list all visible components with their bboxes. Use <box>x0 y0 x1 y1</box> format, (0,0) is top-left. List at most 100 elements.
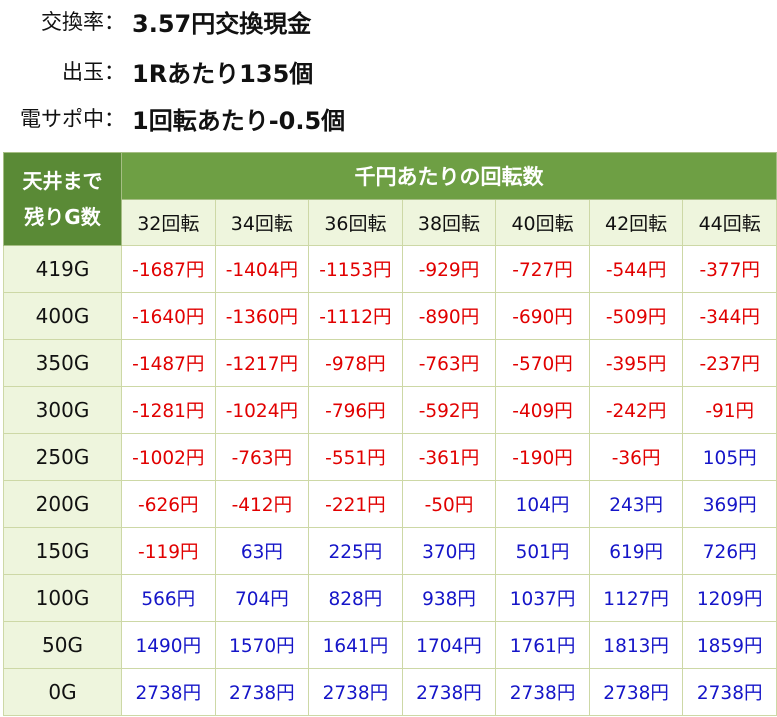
column-header-spins: 40回転 <box>495 199 590 246</box>
expected-value-cell: -377円 <box>682 245 777 293</box>
expected-value-cell: -592円 <box>401 386 497 434</box>
table-row: 250G -1002円 -763円 -551円 -361円 -190円 -36円 105円 <box>3 433 777 481</box>
expected-value-cell: 2738円 <box>401 668 497 716</box>
expected-value-cell: -1153円 <box>308 245 403 293</box>
expected-value-cell: 2738円 <box>588 668 684 716</box>
table-row: 50G 1490円 1570円 1641円 1704円 1761円 1813円 1859円 <box>3 621 777 669</box>
expected-value-cell: 1490円 <box>121 621 216 669</box>
expected-value-cell: -1217円 <box>214 339 310 387</box>
expected-value-cell: 104円 <box>495 480 590 528</box>
row-header-remaining-games: 0G <box>3 668 122 716</box>
expected-value-cell: 225円 <box>308 527 403 575</box>
table-row: 0G 2738円 2738円 2738円 2738円 2738円 2738円 2738円 <box>3 668 777 716</box>
expected-value-cell: 1127円 <box>588 574 684 622</box>
expected-value-cell: 1859円 <box>682 621 777 669</box>
expected-value-cell: -361円 <box>401 433 497 481</box>
expected-value-cell: 1761円 <box>495 621 590 669</box>
table-row: 400G -1640円 -1360円 -1112円 -890円 -690円 -509円 -34… <box>3 292 777 340</box>
exchange-rate-label: 交換率： <box>41 10 125 34</box>
spins-per-1000yen-header: 千円あたりの回転数 <box>121 152 777 200</box>
table-row: 100G 566円 704円 828円 938円 1037円 1127円 1209円 <box>3 574 777 622</box>
row-header-remaining-games: 250G <box>3 433 122 481</box>
expected-value-cell: -1360円 <box>214 292 310 340</box>
info-row-exchange-rate: 交換率： 3.57円交換現金 <box>0 0 777 46</box>
expected-value-cell: 2738円 <box>495 668 590 716</box>
expected-value-cell: -242円 <box>588 386 684 434</box>
table-row: 419G -1687円 -1404円 -1153円 -929円 -727円 -544円 -37… <box>3 245 777 293</box>
expected-value-cell: -412円 <box>214 480 310 528</box>
column-header-spins: 32回転 <box>121 199 216 246</box>
expected-value-cell: 1209円 <box>682 574 777 622</box>
expected-value-cell: -727円 <box>495 245 590 293</box>
column-header-spins: 38回転 <box>401 199 497 246</box>
expected-value-cell: -1281円 <box>121 386 216 434</box>
corner-header: 天井まで 残りG数 <box>3 152 122 246</box>
expected-value-cell: -50円 <box>401 480 497 528</box>
column-header-spins: 36回転 <box>308 199 403 246</box>
expected-value-cell: -890円 <box>401 292 497 340</box>
expected-value-cell: -409円 <box>495 386 590 434</box>
expected-value-cell: 938円 <box>401 574 497 622</box>
expected-value-cell: -1487円 <box>121 339 216 387</box>
corner-header-line2: 残りG数 <box>24 205 101 229</box>
expected-value-cell: 369円 <box>682 480 777 528</box>
expected-value-cell: -190円 <box>495 433 590 481</box>
expected-value-cell: 1037円 <box>495 574 590 622</box>
expected-value-cell: -237円 <box>682 339 777 387</box>
table-row: 150G -119円 63円 225円 370円 501円 619円 726円 <box>3 527 777 575</box>
expected-value-table: 天井まで 残りG数 千円あたりの回転数 32回転 34回転 36回転 38回転 40回転… <box>3 152 777 716</box>
expected-value-cell: -551円 <box>308 433 403 481</box>
expected-value-cell: 1704円 <box>401 621 497 669</box>
expected-value-cell: 105円 <box>682 433 777 481</box>
info-row-support: 電サポ中： 1回転あたり-0.5個 <box>0 97 777 143</box>
expected-value-cell: -36円 <box>588 433 684 481</box>
column-header-spins: 34回転 <box>214 199 310 246</box>
row-header-remaining-games: 300G <box>3 386 122 434</box>
row-header-remaining-games: 419G <box>3 245 122 293</box>
expected-value-cell: 704円 <box>214 574 310 622</box>
expected-value-cell: 1641円 <box>308 621 403 669</box>
info-row-payout: 出玉： 1Rあたり135個 <box>0 50 777 96</box>
table-row: 350G -1487円 -1217円 -978円 -763円 -570円 -395円 -237… <box>3 339 777 387</box>
column-header-spins: 44回転 <box>682 199 777 246</box>
expected-value-cell: 2738円 <box>308 668 403 716</box>
payout-label: 出玉： <box>62 60 125 84</box>
column-header-spins: 42回転 <box>588 199 684 246</box>
expected-value-cell: -395円 <box>588 339 684 387</box>
table-row: 300G -1281円 -1024円 -796円 -592円 -409円 -242円 -91円 <box>3 386 777 434</box>
expected-value-cell: -544円 <box>588 245 684 293</box>
corner-header-line1: 天井まで <box>22 169 103 193</box>
expected-value-cell: -1024円 <box>214 386 310 434</box>
expected-value-cell: -509円 <box>588 292 684 340</box>
expected-value-cell: -119円 <box>121 527 216 575</box>
expected-value-cell: -91円 <box>682 386 777 434</box>
expected-value-cell: 2738円 <box>682 668 777 716</box>
expected-value-cell: -1404円 <box>214 245 310 293</box>
expected-value-cell: 243円 <box>588 480 684 528</box>
expected-value-cell: -763円 <box>214 433 310 481</box>
support-label: 電サポ中： <box>20 107 125 131</box>
expected-value-cell: -1687円 <box>121 245 216 293</box>
table-row: 200G -626円 -412円 -221円 -50円 104円 243円 369円 <box>3 480 777 528</box>
expected-value-cell: 63円 <box>214 527 310 575</box>
expected-value-cell: -344円 <box>682 292 777 340</box>
exchange-rate-value: 3.57円交換現金 <box>132 10 312 38</box>
expected-value-cell: 619円 <box>588 527 684 575</box>
row-header-remaining-games: 150G <box>3 527 122 575</box>
expected-value-cell: -1640円 <box>121 292 216 340</box>
expected-value-cell: 566円 <box>121 574 216 622</box>
expected-value-cell: 1570円 <box>214 621 310 669</box>
row-header-remaining-games: 50G <box>3 621 122 669</box>
expected-value-cell: -690円 <box>495 292 590 340</box>
row-header-remaining-games: 100G <box>3 574 122 622</box>
expected-value-cell: -1112円 <box>308 292 403 340</box>
row-header-remaining-games: 400G <box>3 292 122 340</box>
expected-value-cell: -763円 <box>401 339 497 387</box>
expected-value-cell: -221円 <box>308 480 403 528</box>
expected-value-cell: 1813円 <box>588 621 684 669</box>
expected-value-cell: 370円 <box>401 527 497 575</box>
expected-value-cell: 501円 <box>495 527 590 575</box>
expected-value-cell: 726円 <box>682 527 777 575</box>
row-header-remaining-games: 200G <box>3 480 122 528</box>
expected-value-cell: -978円 <box>308 339 403 387</box>
